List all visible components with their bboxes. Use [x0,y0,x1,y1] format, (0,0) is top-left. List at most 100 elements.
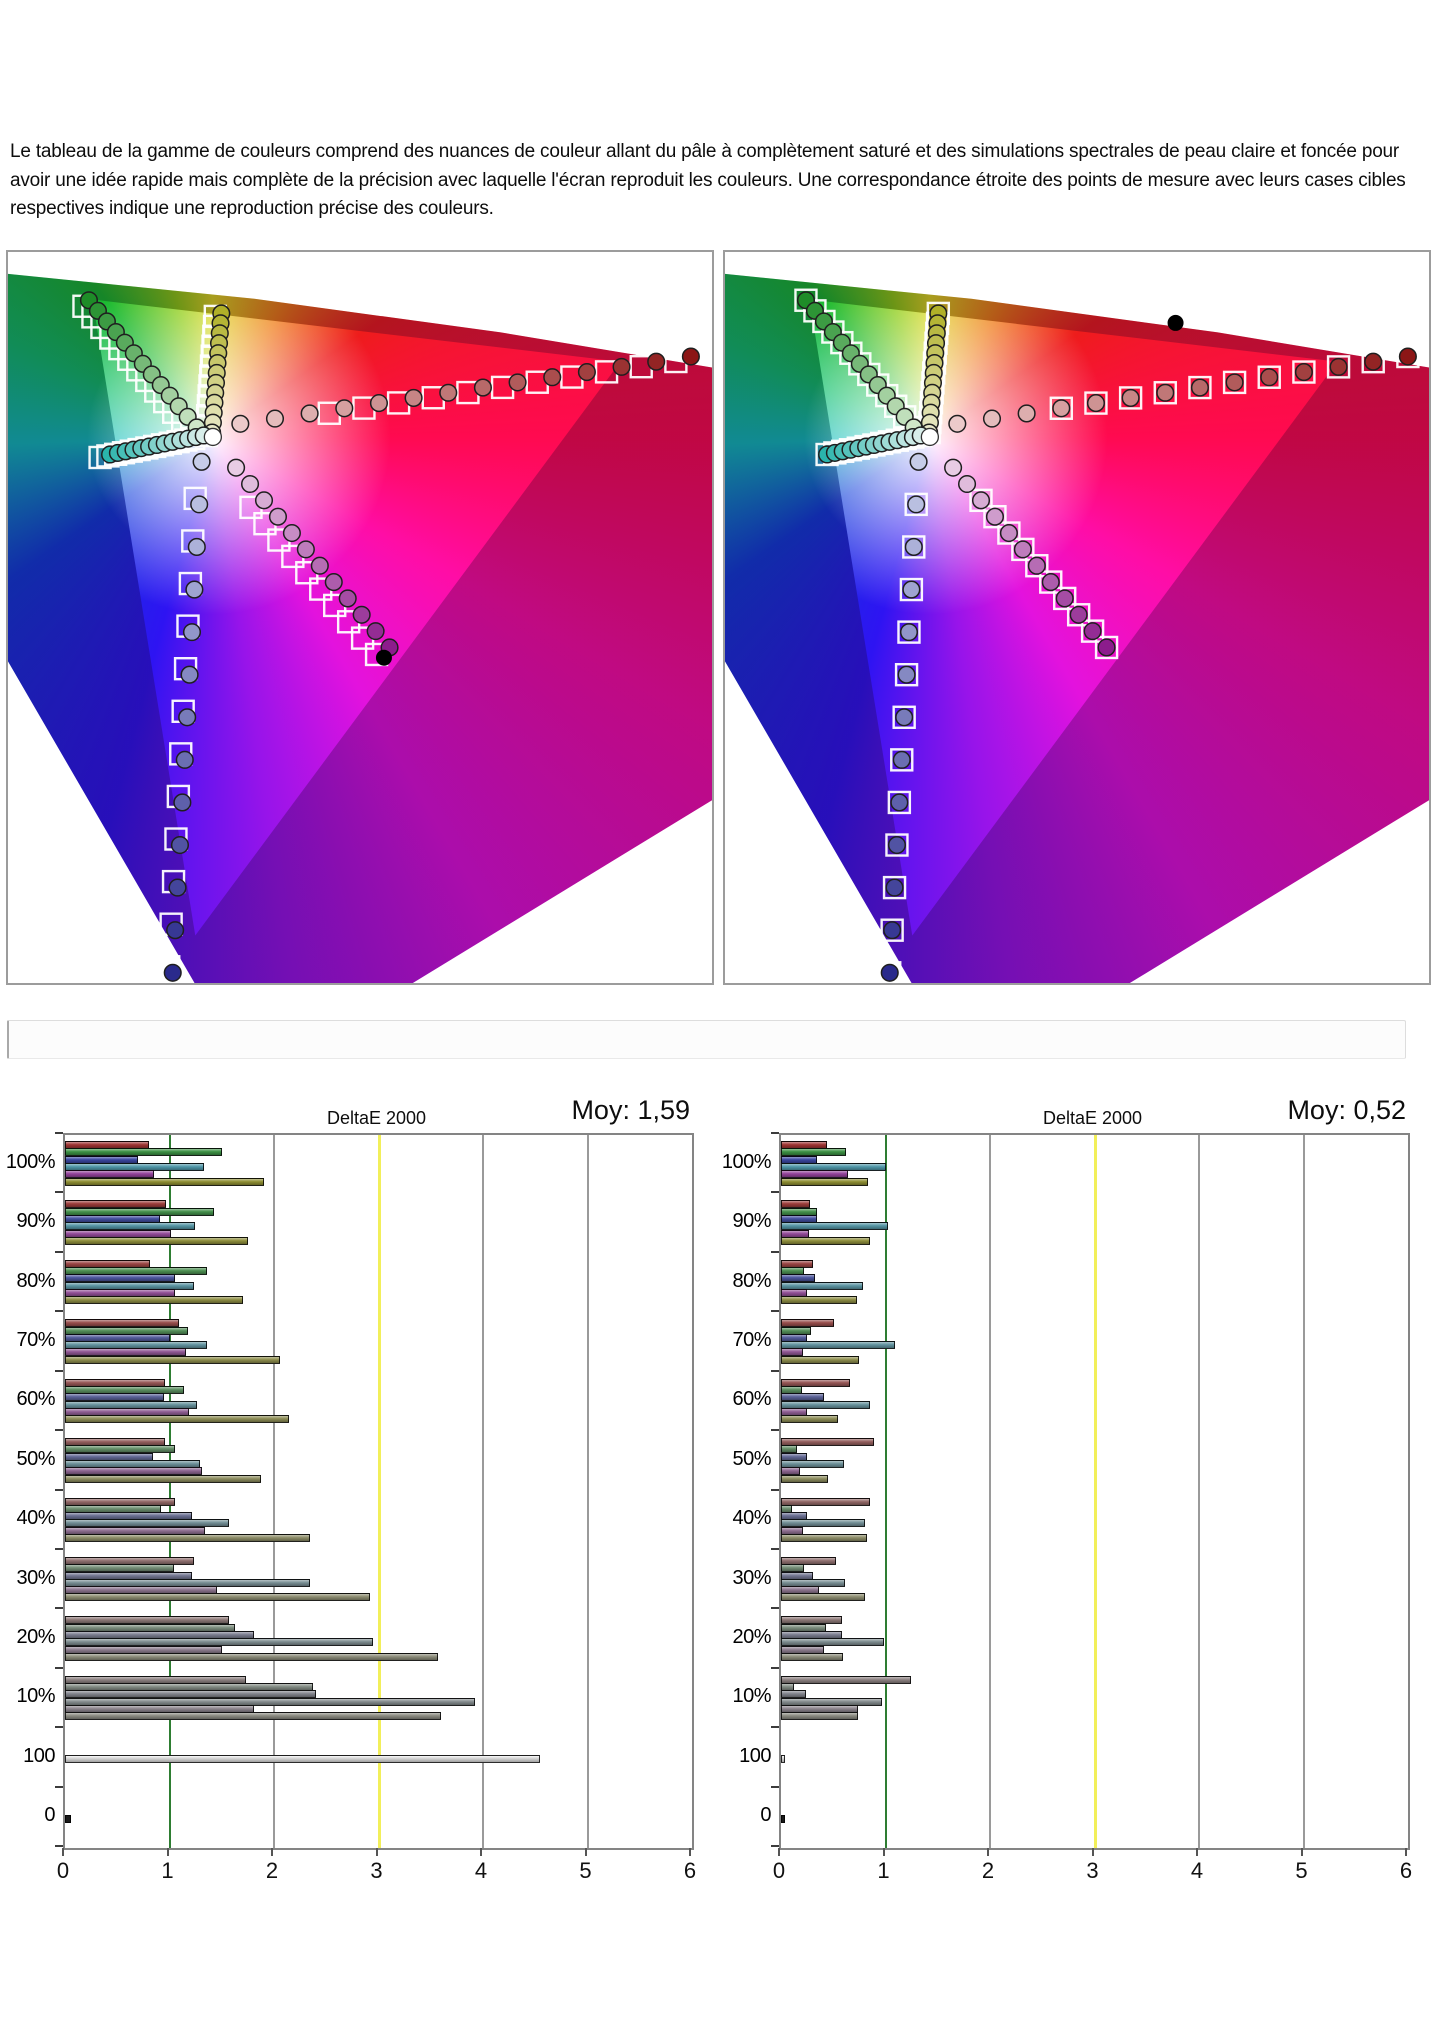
measured-point [404,388,423,407]
measured-point [173,793,192,812]
x-axis-label: 3 [370,1858,383,1883]
target-square [897,620,921,644]
white-point [920,427,940,447]
measured-point [883,921,902,940]
x-axis-label: 2 [981,1858,995,1883]
x-axis-label: 1 [161,1858,174,1883]
measured-point [175,750,194,769]
measured-point [352,605,371,624]
deltae-bar-yellow [65,1415,289,1424]
deltae-bar-cyan [781,1638,885,1647]
measured-point [1017,404,1036,423]
target-square [1039,570,1063,594]
chart-title: DeltaE 2000 [1042,1108,1143,1128]
y-axis-tick [771,1191,779,1194]
deltae-bar-yellow [65,1296,243,1305]
target-square [878,961,902,983]
measured-point [369,394,389,413]
measured-point [681,347,700,366]
measured-point [508,373,527,392]
x-axis-tick [1196,1848,1198,1856]
target-square [904,492,928,517]
row-label: 30% [16,1566,55,1589]
deltae-bar-yellow [65,1712,442,1721]
x-axis-label: 3 [1086,1858,1099,1883]
deltae-bar-yellow [781,1474,829,1483]
y-axis-tick [55,1250,63,1253]
y-axis-tick [771,1845,779,1847]
intro-paragraph: Le tableau de la gamme de couleurs compr… [10,141,1406,219]
x-axis-tick [166,1848,169,1856]
measured-point [897,665,916,684]
gridline [989,1135,991,1848]
x-axis-tick [480,1848,482,1856]
measured-point [880,963,899,982]
row-label: 90% [732,1210,771,1233]
deltae-bar-yellow [781,1355,860,1364]
target-square [902,535,926,559]
measured-point [227,458,246,477]
measured-point [185,580,204,599]
measured-point [909,452,928,471]
x-axis-tick [1405,1848,1407,1856]
measured-point [439,383,458,402]
deltae-bar-cyan [781,1281,863,1290]
deltae-bar-cyan [781,1341,895,1350]
x-axis-label: 1 [877,1858,890,1883]
gamut-markers [72,291,700,982]
measured-point [948,414,967,433]
measured-point [887,835,907,855]
deltae-bar-yellow [781,1236,870,1245]
target-square [882,875,907,900]
row-label: 20% [732,1626,771,1649]
y-axis-tick [771,1785,779,1788]
measured-point [310,556,329,575]
measured-point [1041,573,1060,592]
row-label: 100 [739,1744,771,1767]
y-axis-tick [55,1785,63,1788]
deltae-bar-cyan [781,1459,844,1468]
measured-point [543,368,562,387]
measured-point [170,835,190,855]
target-square [1361,350,1385,374]
measured-point [192,452,211,471]
measured-point [268,507,288,526]
y-axis-tick [55,1132,63,1134]
y-axis-tick [771,1429,779,1432]
measured-point [895,708,914,727]
y-axis-tick [55,1666,63,1669]
deltae-bar-yellow [65,1652,439,1661]
y-axis-tick [55,1369,63,1372]
deltae-bar-red [781,1675,911,1684]
measured-point [296,540,315,559]
measured-point [577,363,596,382]
deltae-bar-gray [65,1814,72,1823]
measured-point [971,491,991,510]
target-square [997,521,1021,545]
x-axis-tick [1091,1848,1094,1856]
deltae-bar-yellow [781,1712,859,1721]
row-label: 60% [16,1388,55,1411]
target-square [894,663,919,687]
y-axis-tick [771,1547,779,1550]
row-label: 60% [732,1388,771,1411]
x-axis-label: 5 [579,1858,592,1883]
x-axis-tick [62,1848,64,1856]
target-square [1025,554,1049,578]
deltae-bar-red [781,1438,874,1447]
chart-title: DeltaE 2000 [326,1108,427,1128]
y-axis-tick [771,1132,779,1134]
target-square [1188,375,1212,400]
deltae-bar-cyan [781,1222,888,1231]
measured-point [231,414,250,433]
measured-point [473,378,492,397]
reference-line-green [168,1135,171,1848]
x-axis-tick [1300,1848,1303,1856]
target-square [1153,381,1177,405]
measured-point [907,495,926,514]
deltae-bar-red [781,1497,870,1506]
measured-point [1121,388,1140,407]
target-square [899,577,924,602]
target-square [1326,355,1351,379]
measured-point [1225,373,1244,392]
